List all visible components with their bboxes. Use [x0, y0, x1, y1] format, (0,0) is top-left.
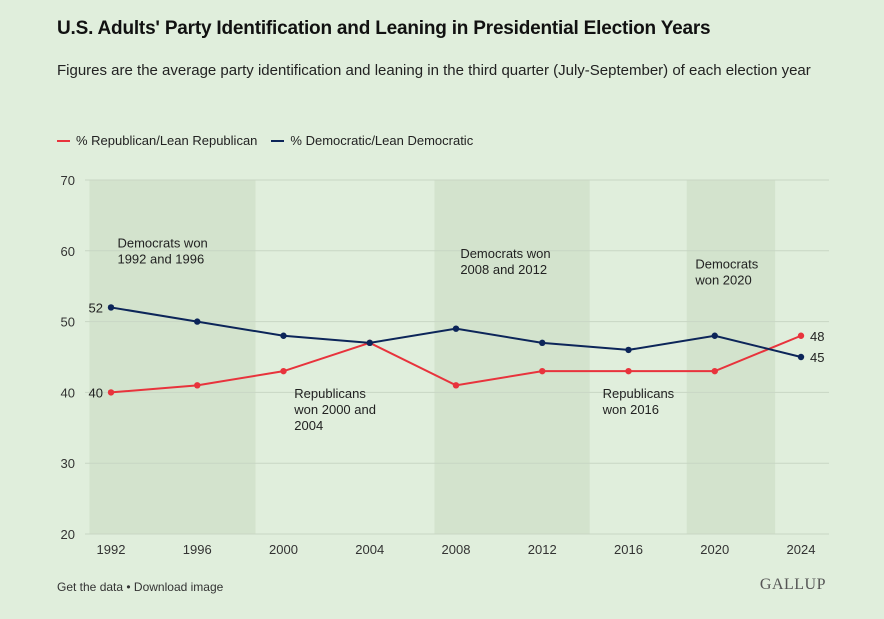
x-tick-label-1996: 1996 [183, 542, 212, 557]
series-0-point-2008 [452, 382, 460, 389]
annotation-0: Democrats won 1992 and 1996 [117, 235, 207, 266]
shaded-period-0 [89, 180, 256, 534]
annotation-3-line-2: 2004 [294, 418, 323, 433]
x-tick-label-2000: 2000 [269, 542, 298, 557]
series-0-point-1996 [194, 382, 201, 389]
footer-separator: • [123, 580, 134, 594]
gallup-logo: GALLUP [759, 576, 826, 593]
x-tick-label-2024: 2024 [787, 542, 816, 557]
annotation-0-line-1: 1992 and 1996 [117, 251, 204, 266]
series-1-point-2020 [711, 332, 718, 339]
annotation-4-line-1: won 2016 [602, 402, 659, 417]
series-0-point-2012 [539, 367, 546, 375]
chart-subtitle: Figures are the average party identifica… [57, 62, 811, 79]
annotation-2-line-0: Democrats [695, 257, 758, 272]
series-1-point-2000 [280, 332, 287, 339]
series-1-point-2024 [797, 353, 805, 361]
series-0-point-2000 [280, 367, 287, 375]
series-0-point-2016 [625, 367, 632, 375]
series-1-point-2004 [366, 339, 373, 347]
legend-item-democratic: % Democratic/Lean Democratic [271, 133, 473, 148]
legend-swatch-democratic [271, 139, 285, 142]
endpoint-label-3: 45 [810, 350, 824, 365]
annotation-3-line-0: Republicans [294, 386, 366, 401]
annotation-1: Democrats won 2008 and 2012 [460, 246, 550, 277]
annotation-4: Republicans won 2016 [602, 386, 675, 417]
annotation-3: Republicans won 2000 and 2004 [293, 386, 376, 433]
x-tick-label-1992: 1992 [97, 542, 126, 557]
series-0-point-2020 [711, 367, 718, 375]
endpoint-label-2: 48 [810, 329, 824, 344]
shaded-period-1 [434, 180, 590, 534]
legend-swatch-republican [57, 139, 70, 142]
y-tick-label-20: 20 [61, 527, 75, 542]
annotation-3-line-1: won 2000 and [293, 402, 376, 417]
download-image-link[interactable]: Download image [133, 580, 224, 594]
x-tick-label-2020: 2020 [700, 542, 729, 557]
annotation-1-line-1: 2008 and 2012 [460, 262, 547, 277]
annotation-2-line-1: won 2020 [694, 273, 751, 288]
x-tick-label-2016: 2016 [614, 542, 643, 557]
shaded-period-2 [686, 180, 776, 534]
footer: Get the data • Download image [57, 580, 223, 594]
annotation-2: Democrats won 2020 [694, 257, 758, 288]
series-1-point-2012 [539, 339, 546, 347]
annotation-4-line-0: Republicans [603, 386, 675, 401]
series-1-point-2008 [452, 325, 460, 332]
y-tick-label-60: 60 [61, 244, 75, 259]
y-tick-label-30: 30 [61, 456, 75, 471]
x-tick-label-2008: 2008 [442, 542, 471, 557]
annotation-1-line-0: Democrats won [460, 246, 550, 261]
series-1-point-1992 [107, 304, 115, 311]
endpoint-label-0: 52 [89, 300, 103, 315]
y-tick-label-50: 50 [61, 315, 75, 330]
legend: % Republican/Lean Republican % Democrati… [57, 133, 487, 148]
series-1-point-1996 [194, 318, 201, 325]
legend-item-republican: % Republican/Lean Republican [57, 133, 257, 148]
y-tick-label-70: 70 [61, 173, 75, 188]
get-data-link[interactable]: Get the data [57, 580, 124, 594]
y-tick-label-40: 40 [61, 385, 75, 400]
chart-title: U.S. Adults' Party Identification and Le… [57, 18, 711, 39]
legend-label-democratic: % Democratic/Lean Democratic [290, 133, 474, 148]
series-0-point-1992 [107, 389, 115, 396]
x-tick-label-2004: 2004 [355, 542, 384, 557]
endpoint-label-1: 40 [89, 385, 103, 400]
annotation-0-line-0: Democrats won [117, 235, 207, 250]
series-1-point-2016 [625, 346, 632, 354]
series-0-point-2024 [797, 332, 805, 339]
x-tick-label-2012: 2012 [528, 542, 557, 557]
legend-label-republican: % Republican/Lean Republican [76, 133, 258, 148]
